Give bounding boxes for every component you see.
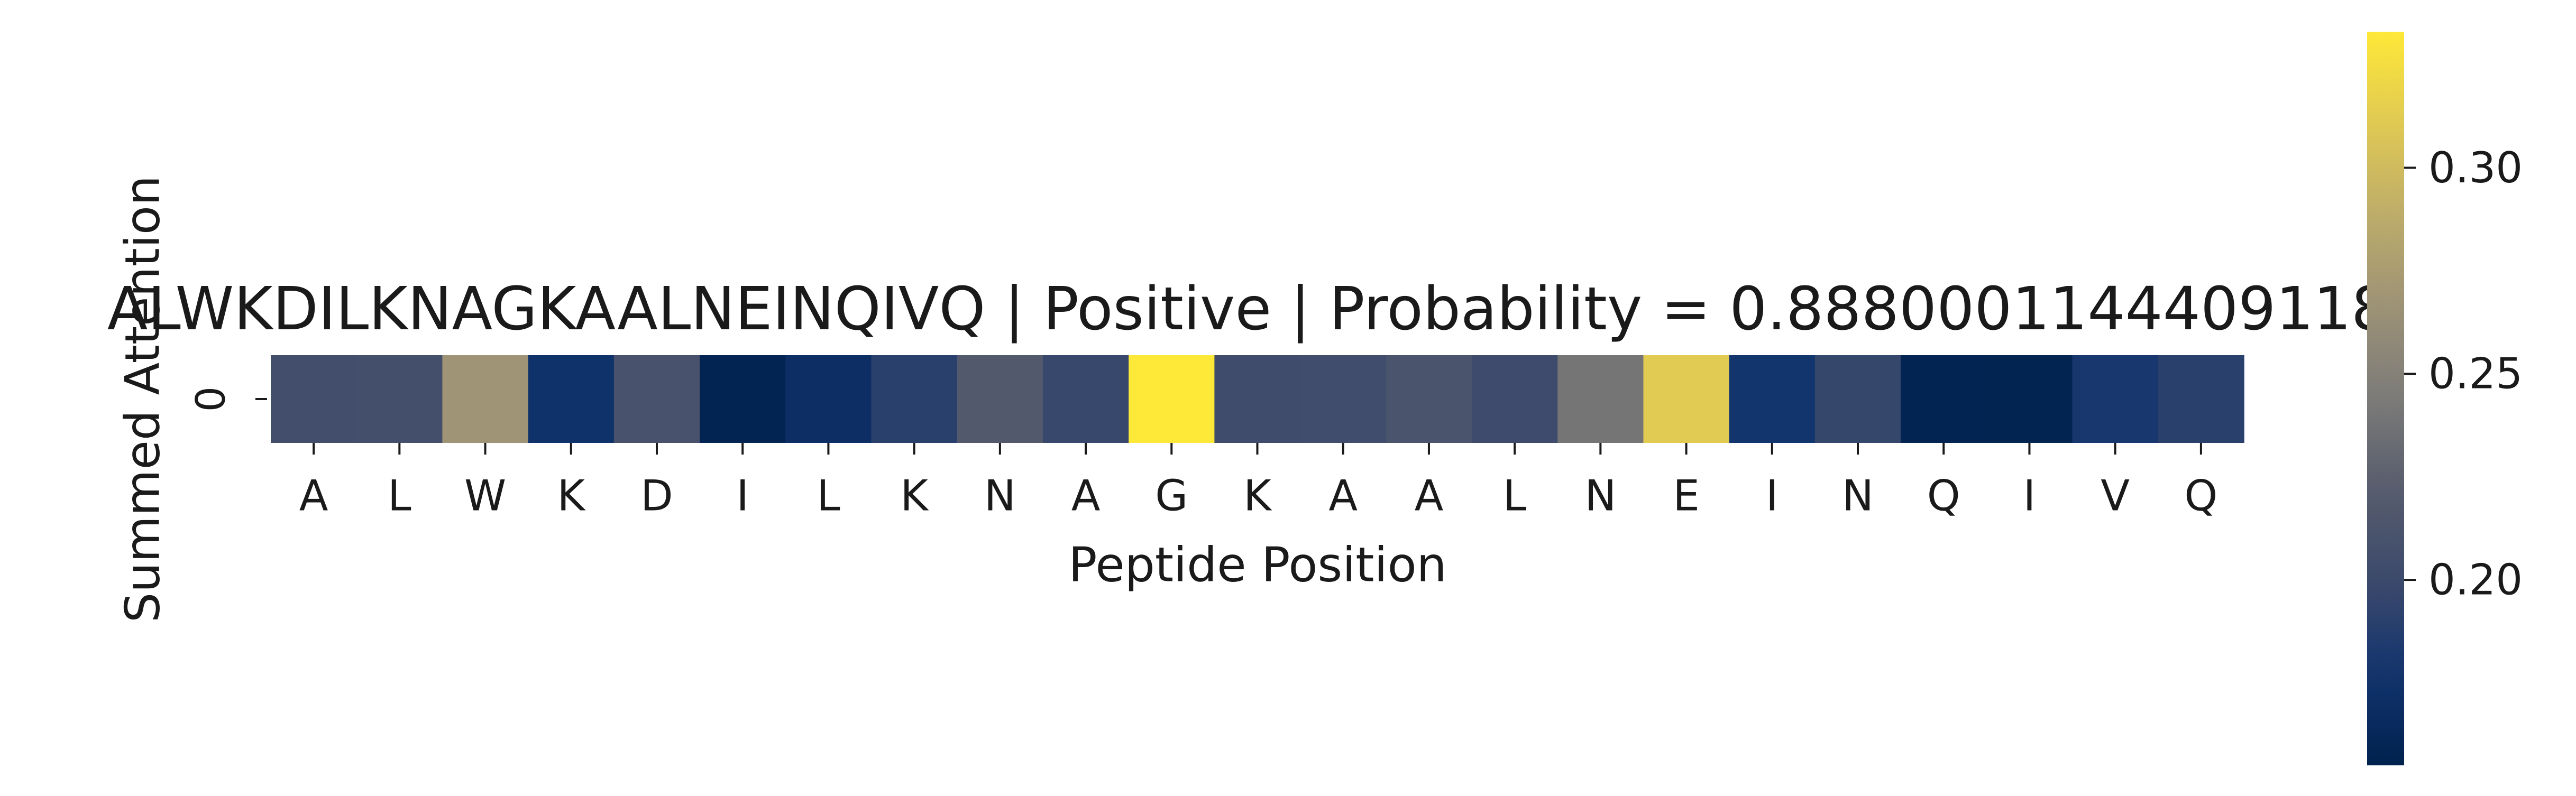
x-tick-label: Q: [2184, 471, 2217, 521]
x-tick-label: D: [640, 471, 673, 521]
heatmap-cell: [1214, 355, 1301, 443]
x-tick-label: I: [2023, 471, 2036, 521]
x-tick-label: N: [984, 471, 1016, 521]
heatmap-cell: [785, 355, 872, 443]
x-axis-label: Peptide Position: [1068, 538, 1446, 593]
colorbar-tick-label: 0.25: [2428, 349, 2523, 399]
heatmap-cell: [1643, 355, 1730, 443]
x-tick-label: K: [900, 471, 929, 521]
x-tick-label: K: [557, 471, 586, 521]
x-tick-label: E: [1673, 471, 1700, 521]
heatmap-cell: [1729, 355, 1816, 443]
x-tick-label: A: [1071, 471, 1101, 521]
colorbar-ticks: 0.20 0.25 0.30: [2404, 143, 2523, 605]
heatmap-cell: [271, 355, 357, 443]
heatmap-cell: [528, 355, 615, 443]
x-tick-label: N: [1842, 471, 1874, 521]
heatmap-cells: [271, 355, 2244, 443]
heatmap-cell: [1472, 355, 1559, 443]
x-tick-label: L: [388, 471, 411, 521]
heatmap-cell: [2158, 355, 2244, 443]
heatmap-cell: [1386, 355, 1472, 443]
heatmap-cell: [1901, 355, 1987, 443]
y-axis-label: Summed Attention: [115, 175, 171, 623]
heatmap-cell: [2072, 355, 2159, 443]
x-tick-label: Q: [1927, 471, 1960, 521]
heatmap-cell: [1814, 355, 1901, 443]
y-tick-label: 0: [187, 386, 234, 412]
x-tick-label: A: [299, 471, 328, 521]
x-tick-label: N: [1584, 471, 1616, 521]
x-tick-label: W: [464, 471, 506, 521]
heatmap-cell: [1129, 355, 1215, 443]
x-tick-label: V: [2101, 471, 2130, 521]
heatmap-cell: [1986, 355, 2073, 443]
heatmap-cell: [613, 355, 700, 443]
x-tick-label: I: [736, 471, 749, 521]
heatmap-cell: [957, 355, 1043, 443]
heatmap-cell: [1042, 355, 1129, 443]
x-tick-label: K: [1243, 471, 1272, 521]
heatmap-cell: [871, 355, 958, 443]
heatmap-cell: [700, 355, 786, 443]
x-tick-label: A: [1328, 471, 1358, 521]
x-tick-label: L: [817, 471, 840, 521]
colorbar: [2367, 32, 2404, 765]
heatmap-cell: [442, 355, 529, 443]
x-tick-label: A: [1415, 471, 1444, 521]
heatmap-cell: [356, 355, 443, 443]
heatmap-cell: [1557, 355, 1644, 443]
x-tick-label: I: [1766, 471, 1779, 521]
colorbar-tick-label: 0.20: [2428, 556, 2523, 605]
y-axis-ticks: 0: [187, 386, 267, 412]
chart-title: ALWKDILKNAGKAALNEINQIVQ | Positive | Pro…: [107, 275, 2389, 344]
x-tick-label: G: [1155, 471, 1188, 521]
x-tick-label: L: [1503, 471, 1527, 521]
colorbar-tick-label: 0.30: [2428, 143, 2523, 192]
heatmap-cell: [1300, 355, 1387, 443]
